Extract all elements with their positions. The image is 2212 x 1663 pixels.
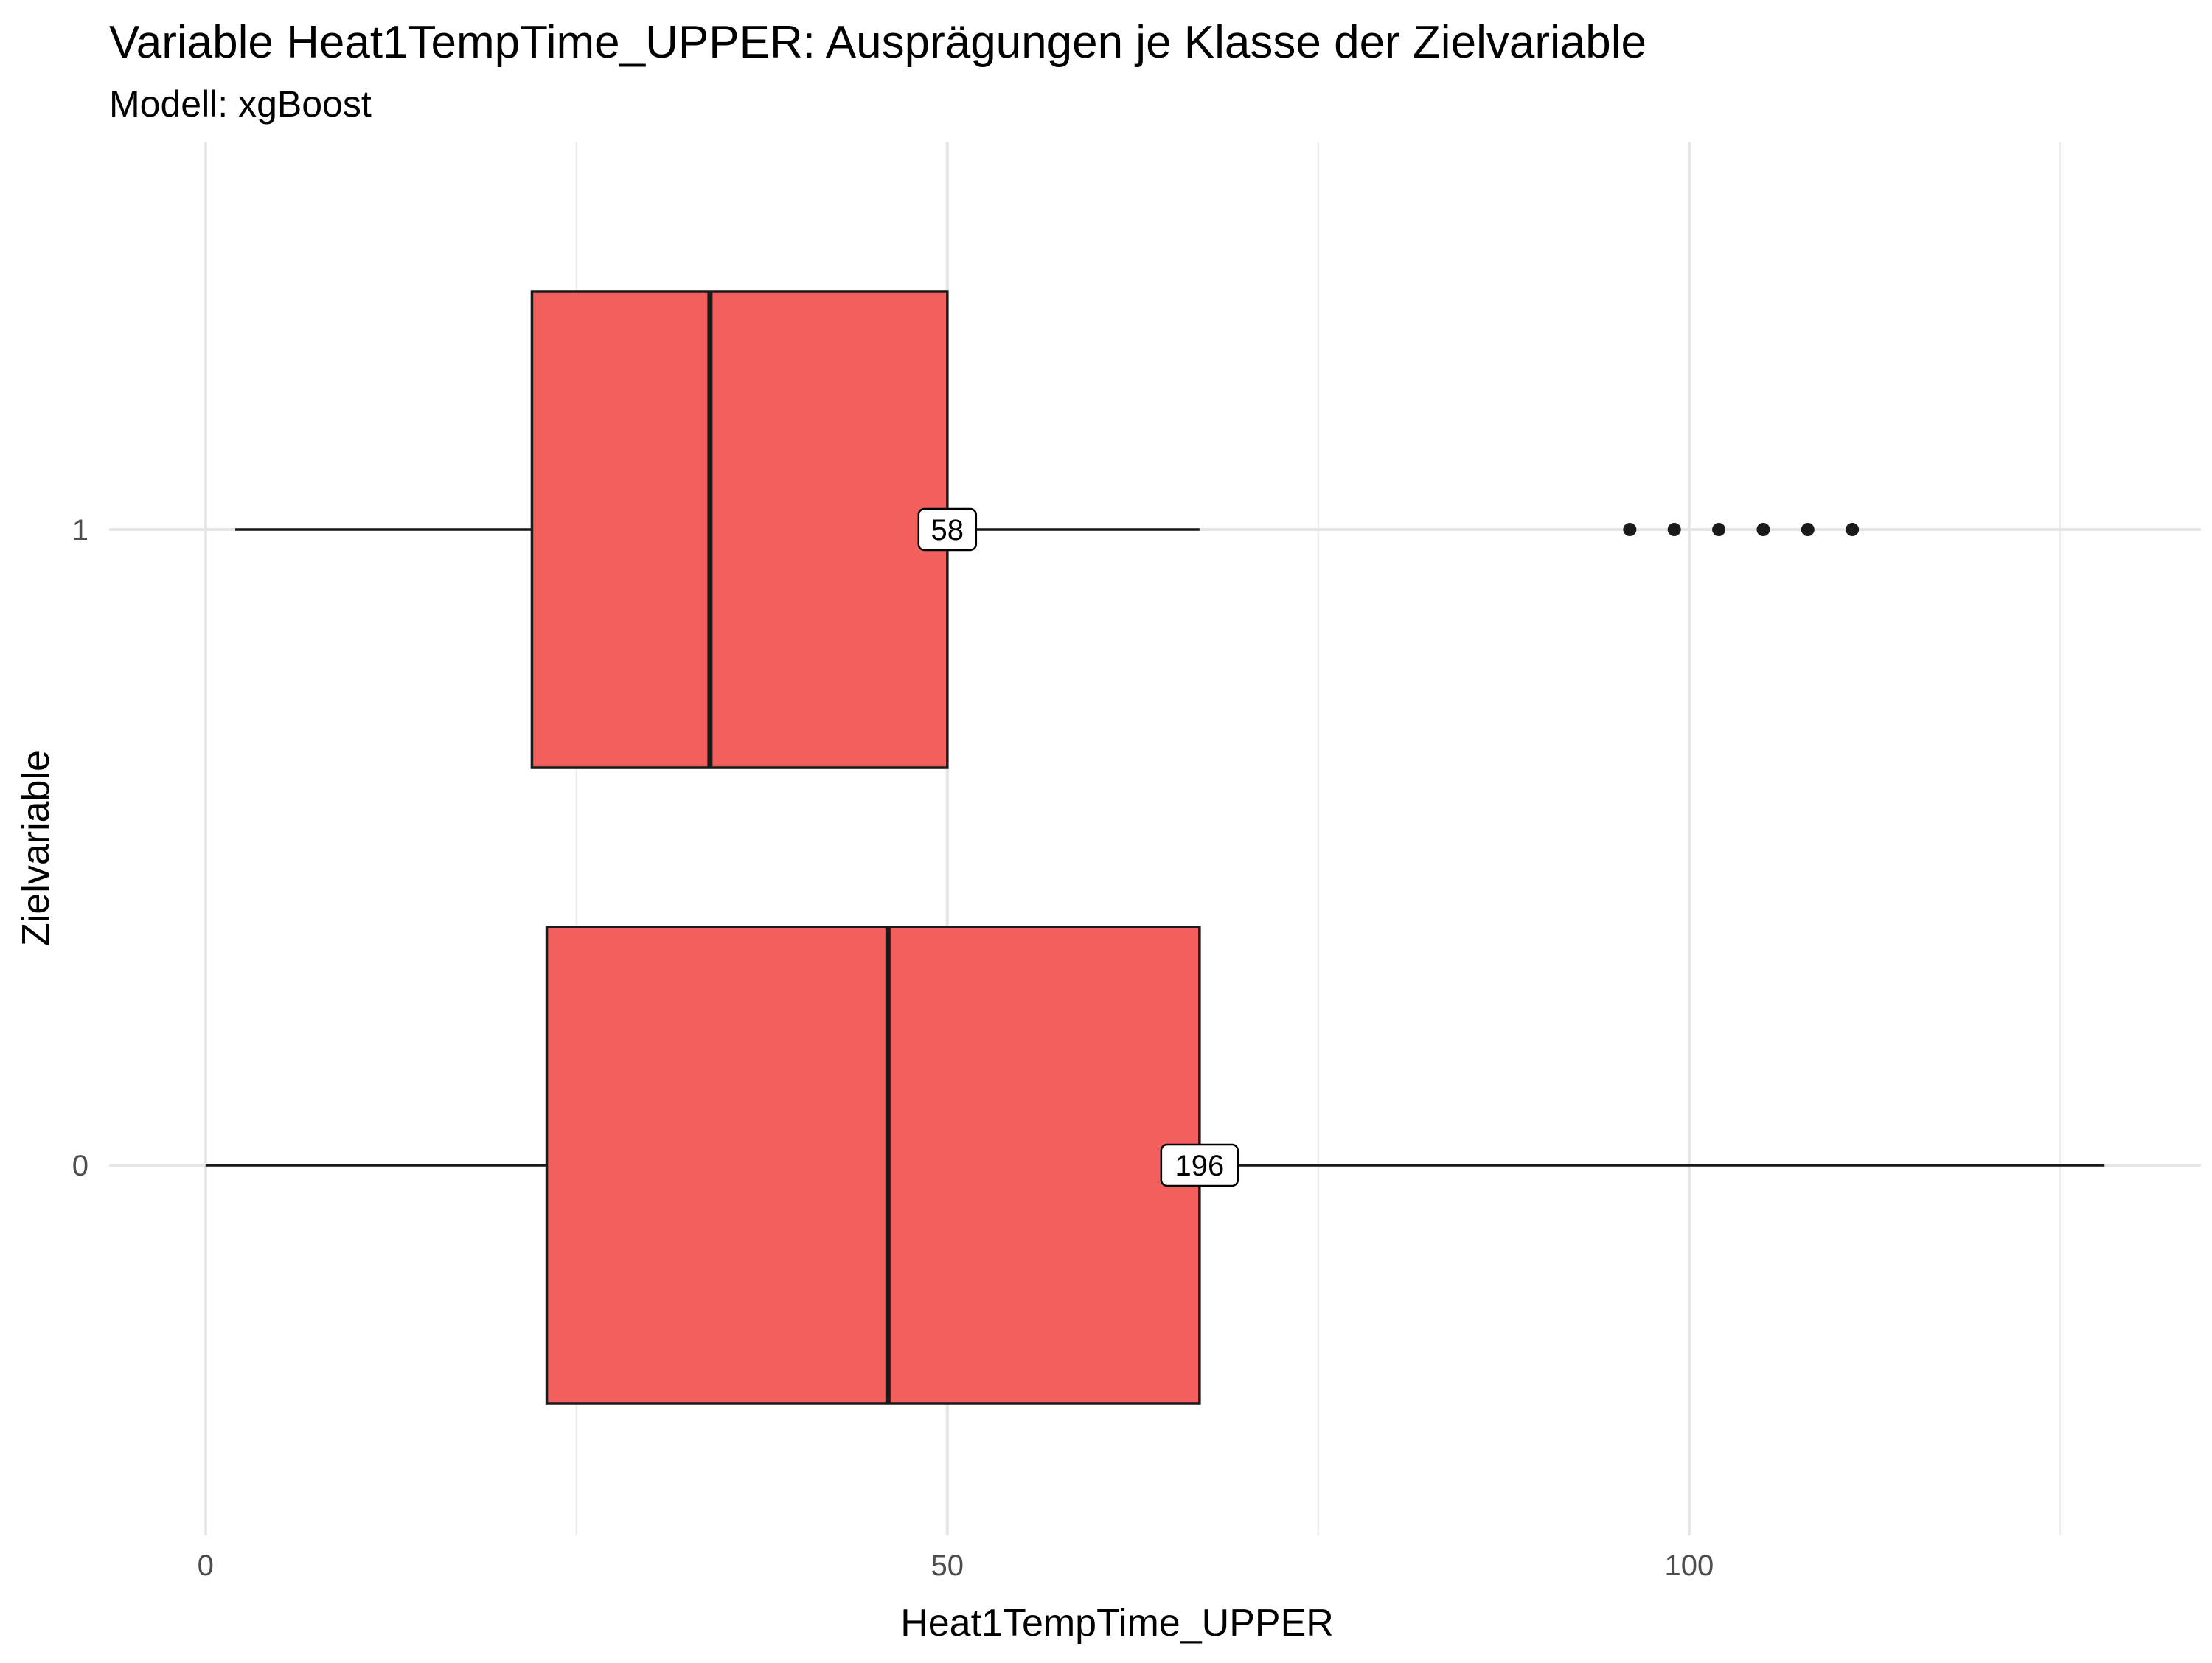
outlier-point [1667,523,1681,536]
count-label-box [1160,1143,1239,1187]
x-axis-title: Heat1TempTime_UPPER [900,1602,1334,1645]
x-tick-label-50: 50 [931,1549,964,1582]
outlier-point [1846,523,1860,536]
outlier-point [1801,523,1815,536]
count-label: 196 [1175,1150,1224,1182]
y-tick-label-0: 0 [72,1150,88,1182]
y-tick-label-1: 1 [72,514,88,546]
x-tick-label-100: 100 [1664,1549,1714,1582]
chart-title: Variable Heat1TempTime_UPPER: Ausprägung… [109,17,1646,68]
count-label-box [917,507,978,552]
boxplot-1: 58 [235,290,1860,769]
x-tick-label-0: 0 [198,1549,214,1582]
chart-subtitle: Modell: xgBoost [109,83,372,125]
y-axis-title: Zielvariable [15,750,58,946]
count-label: 58 [931,514,964,546]
outlier-point [1756,523,1770,536]
boxplot-0: 196 [205,926,2105,1405]
label-layer: 0 50 100 1 0 [72,514,1714,1582]
outlier-point [1623,523,1637,536]
outlier-point [1712,523,1726,536]
iqr-box [545,926,1201,1405]
box-layer: 58 196 [205,290,2105,1405]
iqr-box [530,290,949,769]
